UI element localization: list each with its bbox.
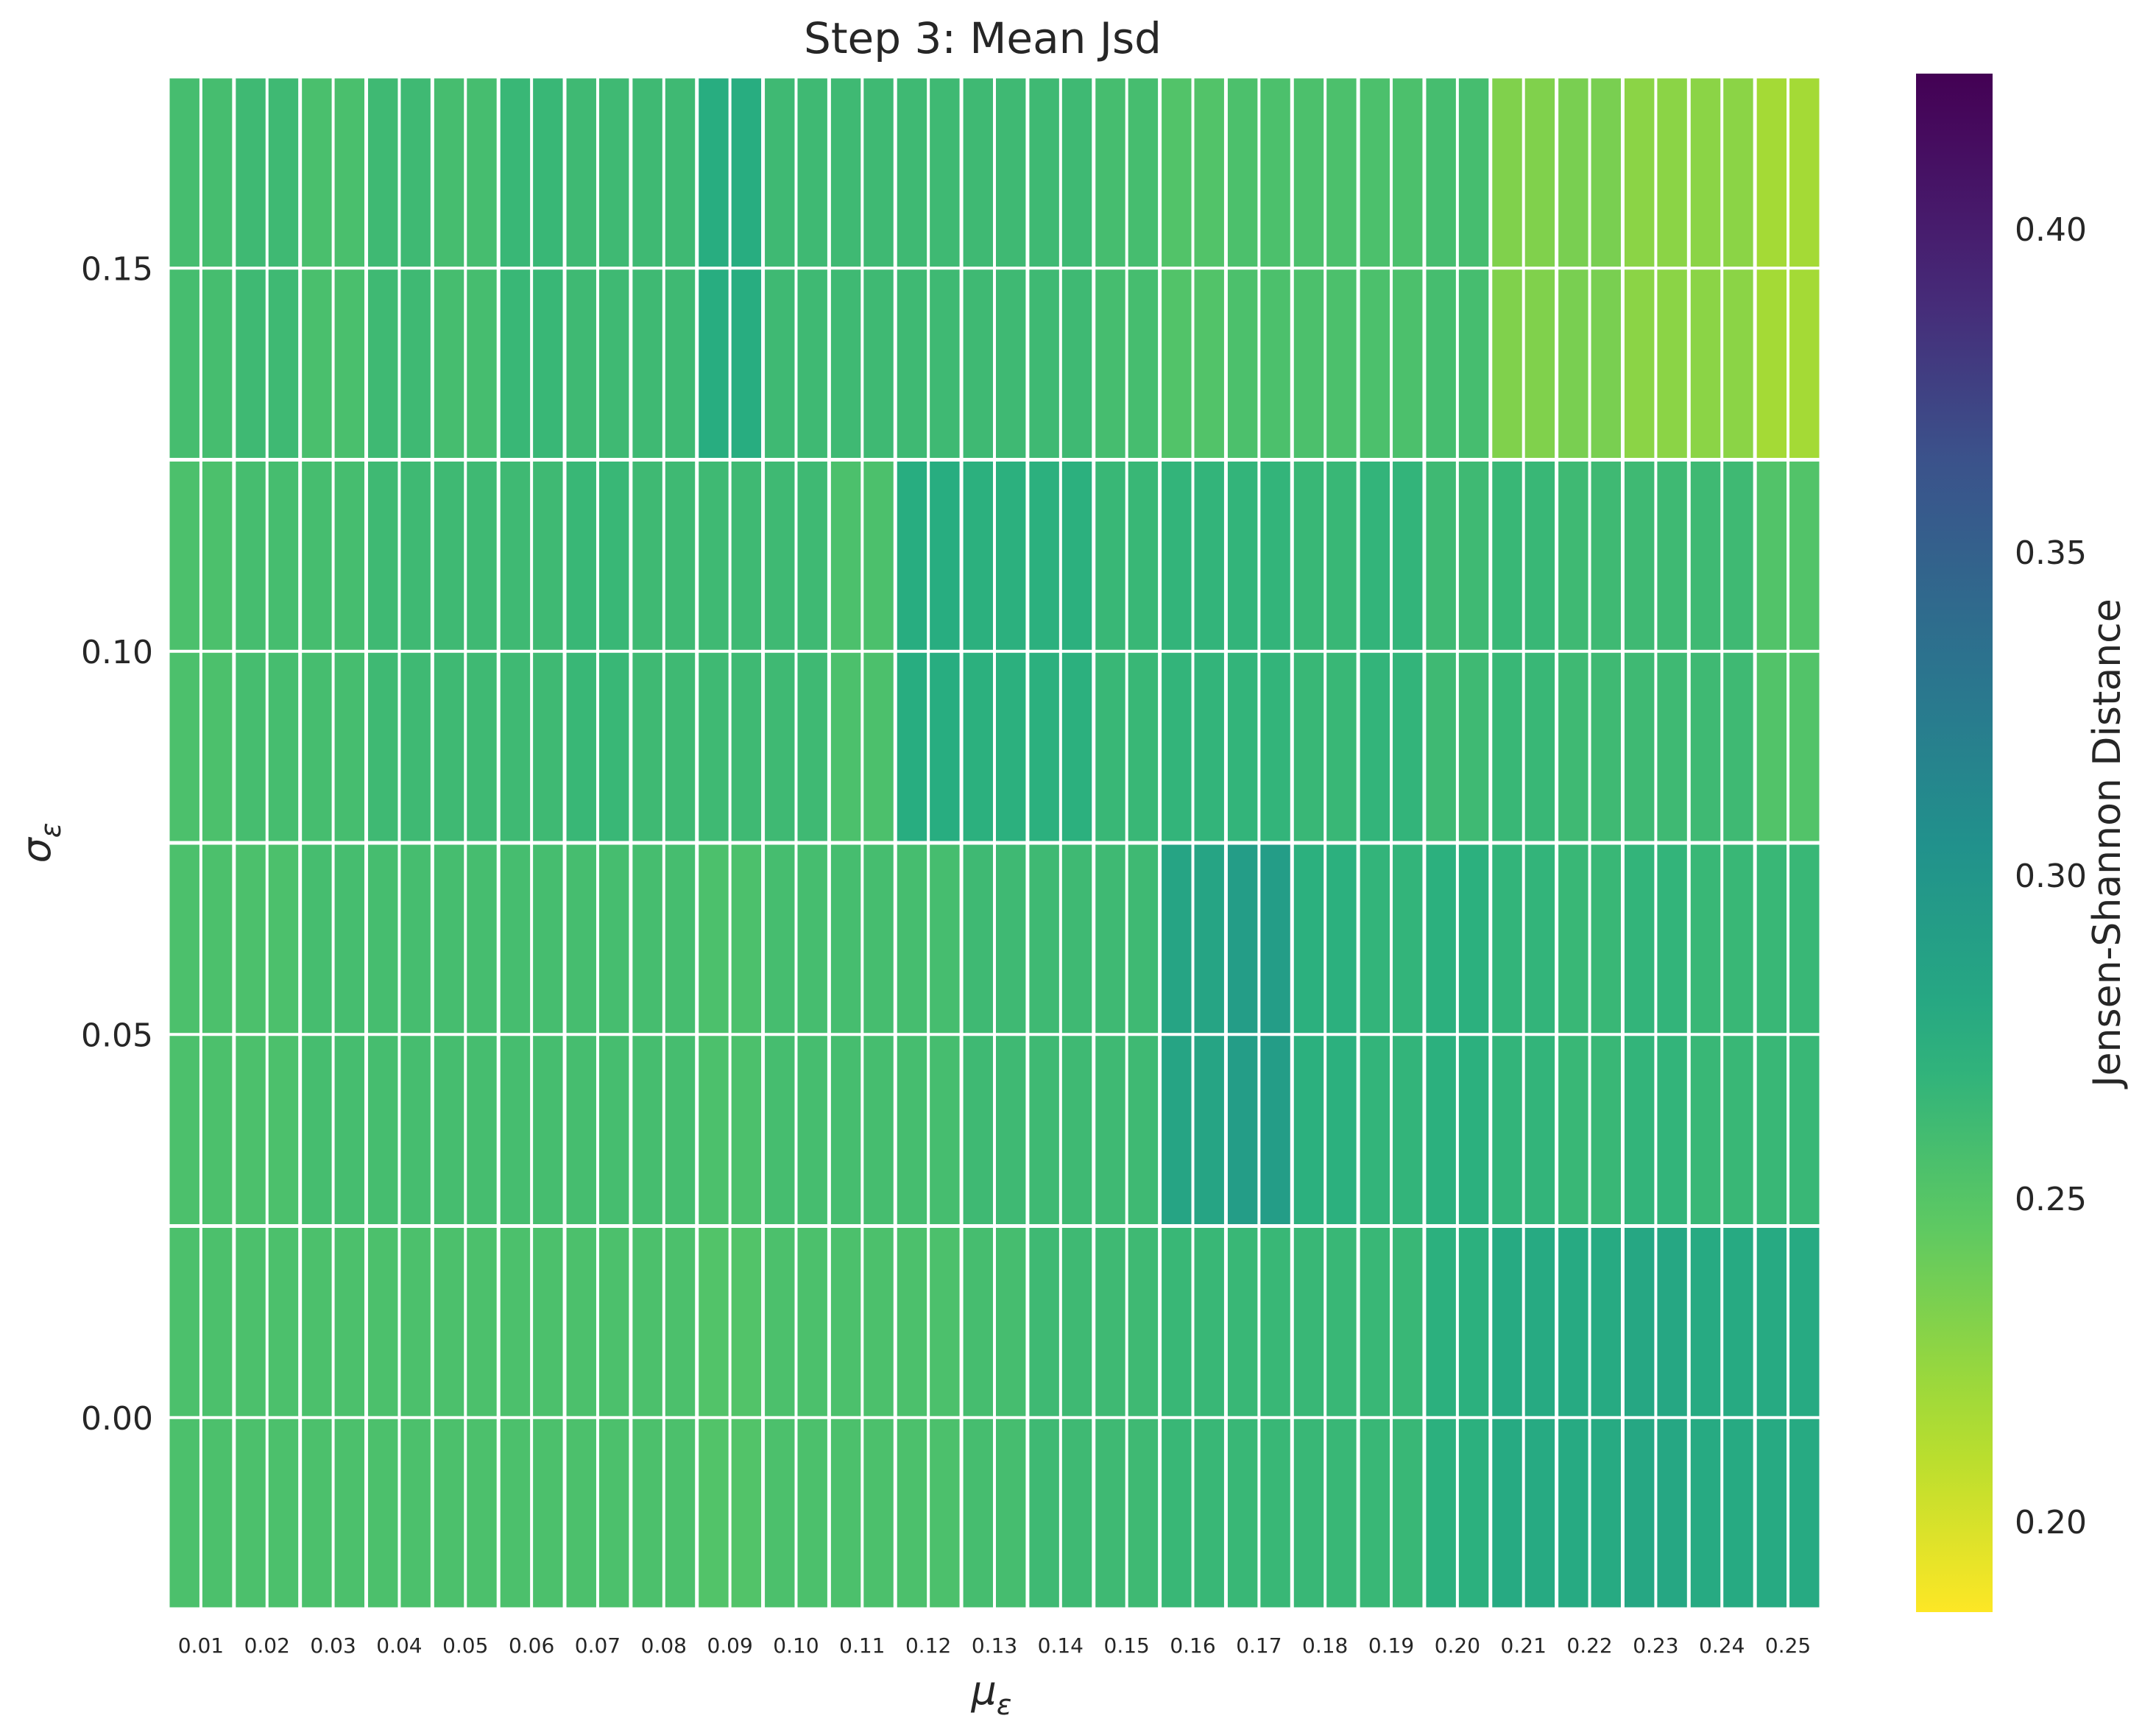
y-axis-label-subscript: ε <box>35 823 67 838</box>
x-tick-label: 0.15 <box>1104 1633 1150 1658</box>
y-tick-labels: 0.15 0.10 0.05 0.00 <box>81 250 153 1438</box>
x-tick-label: 0.10 <box>773 1633 819 1658</box>
x-tick-label: 0.12 <box>905 1633 951 1658</box>
x-tick-label: 0.04 <box>376 1633 422 1658</box>
chart-title: Step 3: Mean Jsd <box>804 13 1162 63</box>
x-tick-label: 0.22 <box>1566 1633 1612 1658</box>
heatmap-gridlines <box>166 74 1823 1611</box>
x-tick-labels: 0.01 0.02 0.03 0.04 0.05 0.06 0.07 0.08 0.09 0.10… <box>178 1633 1812 1658</box>
x-tick-label: 0.20 <box>1435 1633 1480 1658</box>
x-tick-label: 0.01 <box>178 1633 224 1658</box>
x-tick-label: 0.11 <box>839 1633 885 1658</box>
y-axis-label-main: σ <box>13 836 60 863</box>
colorbar-tick-label: 0.20 <box>2015 1504 2087 1541</box>
x-axis-label-subscript: ε <box>997 1689 1012 1721</box>
colorbar <box>1916 74 1993 1612</box>
x-tick-label: 0.23 <box>1633 1633 1678 1658</box>
x-tick-label: 0.24 <box>1699 1633 1745 1658</box>
x-tick-label: 0.25 <box>1765 1633 1811 1658</box>
x-tick-label: 0.13 <box>972 1633 1017 1658</box>
x-tick-label: 0.05 <box>442 1633 488 1658</box>
x-tick-label: 0.06 <box>509 1633 554 1658</box>
x-tick-label: 0.02 <box>244 1633 290 1658</box>
x-tick-label: 0.08 <box>641 1633 687 1658</box>
x-tick-label: 0.16 <box>1170 1633 1215 1658</box>
y-tick-label: 0.10 <box>81 634 153 671</box>
y-tick-label: 0.00 <box>81 1400 153 1438</box>
y-axis-label: σε <box>13 823 67 863</box>
x-tick-label: 0.21 <box>1501 1633 1547 1658</box>
x-tick-label: 0.18 <box>1302 1633 1348 1658</box>
colorbar-label: Jensen-Shannon Distance <box>2085 598 2130 1089</box>
x-tick-label: 0.17 <box>1236 1633 1282 1658</box>
x-tick-label: 0.03 <box>310 1633 356 1658</box>
x-tick-label: 0.09 <box>707 1633 752 1658</box>
x-axis-label-main: μ <box>971 1667 997 1714</box>
x-axis-label: με <box>971 1667 1012 1721</box>
colorbar-tick-label: 0.25 <box>2015 1181 2087 1218</box>
y-tick-label: 0.05 <box>81 1017 153 1054</box>
x-tick-label: 0.07 <box>575 1633 621 1658</box>
colorbar-tick-label: 0.40 <box>2015 211 2087 249</box>
colorbar-tick-label: 0.30 <box>2015 858 2087 895</box>
y-tick-label: 0.15 <box>81 250 153 288</box>
x-tick-label: 0.19 <box>1368 1633 1414 1658</box>
colorbar-tick-label: 0.35 <box>2015 534 2087 572</box>
x-tick-label: 0.14 <box>1038 1633 1084 1658</box>
colorbar-ticks: 0.20 0.25 0.30 0.35 0.40 <box>2015 211 2087 1541</box>
